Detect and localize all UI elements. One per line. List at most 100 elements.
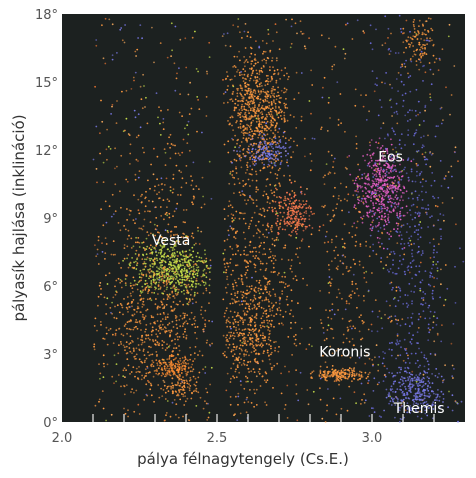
data-point (243, 113, 246, 115)
data-point (240, 120, 243, 123)
data-point (372, 152, 375, 155)
data-point (186, 380, 188, 383)
data-point (137, 134, 140, 137)
data-point (243, 401, 246, 404)
data-point (297, 302, 299, 305)
data-point (284, 105, 286, 107)
data-point (140, 378, 143, 381)
data-point (392, 176, 395, 179)
data-point (232, 84, 234, 87)
data-point (276, 308, 279, 310)
data-point (136, 305, 139, 308)
data-point (332, 371, 335, 374)
data-point (245, 260, 248, 263)
data-point (253, 289, 256, 292)
data-point (225, 309, 228, 312)
data-point (170, 360, 173, 362)
data-point (223, 271, 225, 274)
data-point (419, 261, 422, 264)
data-point (270, 92, 273, 94)
data-point (230, 213, 233, 216)
data-point (174, 383, 177, 386)
data-point (206, 391, 209, 394)
data-point (263, 337, 265, 340)
data-point (182, 323, 185, 325)
data-point (132, 366, 135, 369)
data-point (275, 57, 278, 59)
data-point (274, 164, 277, 167)
data-point (182, 261, 184, 264)
data-point (153, 292, 156, 294)
data-point (244, 212, 246, 215)
data-point (450, 342, 453, 345)
data-point (232, 355, 234, 358)
data-point (279, 298, 281, 300)
data-point (351, 371, 354, 374)
data-point (175, 77, 178, 80)
data-point (369, 234, 372, 237)
data-point (112, 253, 115, 256)
data-point (156, 341, 159, 343)
data-point (135, 283, 137, 285)
data-point (263, 50, 265, 53)
data-point (244, 155, 247, 158)
data-point (322, 86, 324, 89)
data-point (130, 302, 133, 304)
data-point (150, 280, 153, 282)
data-point (273, 315, 275, 317)
data-point (239, 31, 241, 34)
data-point (189, 377, 192, 379)
data-point (267, 33, 270, 35)
data-point (156, 193, 158, 196)
data-point (115, 380, 117, 383)
data-point (136, 264, 138, 267)
data-point (274, 295, 277, 297)
data-point (195, 277, 198, 280)
data-point (450, 94, 453, 96)
data-point (264, 253, 267, 256)
data-point (309, 169, 312, 172)
data-point (255, 186, 258, 189)
data-point (201, 354, 204, 357)
data-point (160, 328, 163, 331)
data-point (305, 348, 308, 350)
data-point (299, 20, 302, 23)
data-point (166, 206, 168, 209)
data-point (253, 95, 256, 98)
data-point (311, 227, 314, 229)
data-point (163, 384, 166, 387)
data-point (258, 93, 261, 96)
data-point (268, 113, 271, 116)
data-point (156, 364, 159, 366)
data-point (161, 278, 164, 280)
data-point (327, 388, 329, 390)
data-point (222, 352, 225, 355)
data-point (197, 259, 200, 262)
data-point (359, 185, 362, 187)
data-point (268, 150, 270, 153)
data-point (375, 344, 378, 346)
data-point (283, 87, 286, 90)
data-point (268, 206, 271, 209)
data-point (158, 326, 161, 329)
data-point (390, 281, 393, 284)
data-point (444, 364, 446, 367)
data-point (267, 77, 269, 80)
data-point (175, 294, 178, 296)
data-point (268, 330, 271, 332)
data-point (300, 215, 302, 218)
data-point (105, 332, 108, 335)
data-point (276, 362, 279, 365)
data-point (120, 304, 123, 307)
data-point (232, 90, 235, 93)
data-point (150, 394, 153, 397)
data-point (227, 151, 230, 154)
data-point (257, 61, 259, 64)
data-point (382, 267, 385, 270)
data-point (387, 217, 389, 220)
data-point (173, 284, 176, 286)
data-point (145, 190, 147, 193)
data-point (101, 242, 103, 245)
data-point (248, 305, 251, 308)
data-point (265, 404, 268, 406)
